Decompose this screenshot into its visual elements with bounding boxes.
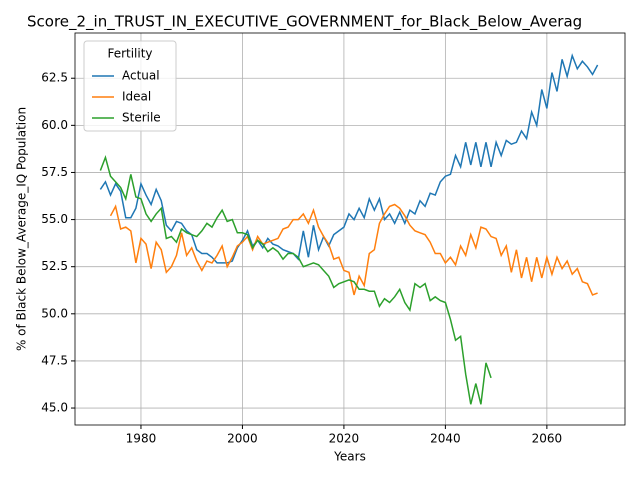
y-tick-label: 62.5 bbox=[41, 71, 68, 85]
y-tick-label: 45.0 bbox=[41, 401, 68, 415]
x-axis-label: Years bbox=[333, 450, 366, 464]
legend-label: Actual bbox=[122, 69, 160, 83]
chart-title: Score_2_in_TRUST_IN_EXECUTIVE_GOVERNMENT… bbox=[27, 13, 582, 32]
legend-title: Fertility bbox=[107, 47, 152, 61]
y-tick-label: 50.0 bbox=[41, 306, 68, 320]
y-axis-label: % of Black Below_Average_IQ Population bbox=[15, 107, 29, 351]
y-tick-label: 60.0 bbox=[41, 118, 68, 132]
x-tick-label: 2000 bbox=[227, 432, 258, 446]
legend-box bbox=[83, 40, 177, 132]
x-tick-label: 2040 bbox=[430, 432, 461, 446]
y-tick-label: 52.5 bbox=[41, 259, 68, 273]
x-tick-label: 2020 bbox=[329, 432, 360, 446]
x-tick-label: 2060 bbox=[532, 432, 563, 446]
y-tick-label: 55.0 bbox=[41, 212, 68, 226]
legend-label: Sterile bbox=[122, 111, 161, 125]
line-series bbox=[109, 203, 598, 296]
y-tick-label: 57.5 bbox=[41, 165, 68, 179]
legend-label: Ideal bbox=[122, 90, 151, 104]
plot-frame bbox=[74, 32, 626, 426]
line-series bbox=[99, 53, 599, 264]
y-tick-label: 47.5 bbox=[41, 353, 68, 367]
line-series bbox=[99, 154, 492, 405]
x-tick-label: 1980 bbox=[126, 432, 157, 446]
